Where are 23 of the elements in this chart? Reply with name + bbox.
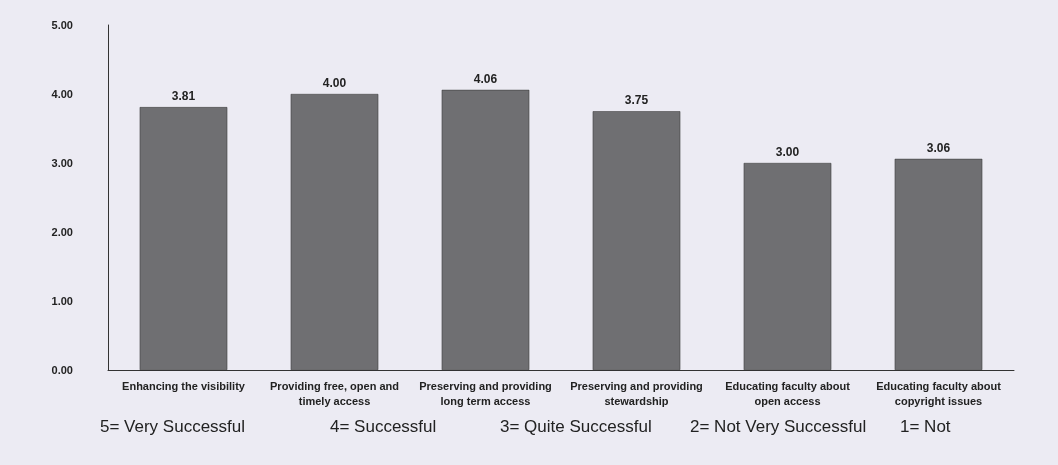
- text: 4= Successful: [330, 417, 437, 436]
- text: 2= Not Very Successful: [690, 417, 867, 436]
- x-tick-label: Educating faculty about copyright issues: [876, 379, 1002, 407]
- data-label: 3.75: [624, 93, 649, 108]
- y-tick-label: 1.00: [51, 295, 73, 307]
- x-tick-label: Preserving and providing long term access: [419, 379, 552, 407]
- y-tick-label: 4.00: [51, 88, 73, 100]
- x-tick-label: Providing free, open and timely access: [270, 379, 399, 407]
- data-label: 3.00: [775, 145, 800, 159]
- y-tick-label: 2.00: [51, 226, 73, 238]
- data-label: 4.06: [473, 71, 498, 86]
- text: 3= Quite Successful: [500, 417, 652, 436]
- y-tick-label: 3.00: [51, 157, 73, 169]
- x-tick-label: Educating faculty about open access: [725, 379, 851, 407]
- data-label: 4.00: [322, 76, 347, 90]
- text: 5= Very Successful: [100, 417, 246, 436]
- x-tick-label: Enhancing the visibility: [122, 379, 246, 392]
- data-label: 3.81: [171, 89, 196, 104]
- x-tick-label: Preserving and providing stewardship: [570, 379, 703, 407]
- y-tick-label: 0.00: [51, 364, 73, 376]
- data-label: 3.06: [926, 140, 951, 155]
- y-tick-label: 5.00: [51, 19, 73, 31]
- text: 1= Not: [900, 417, 951, 436]
